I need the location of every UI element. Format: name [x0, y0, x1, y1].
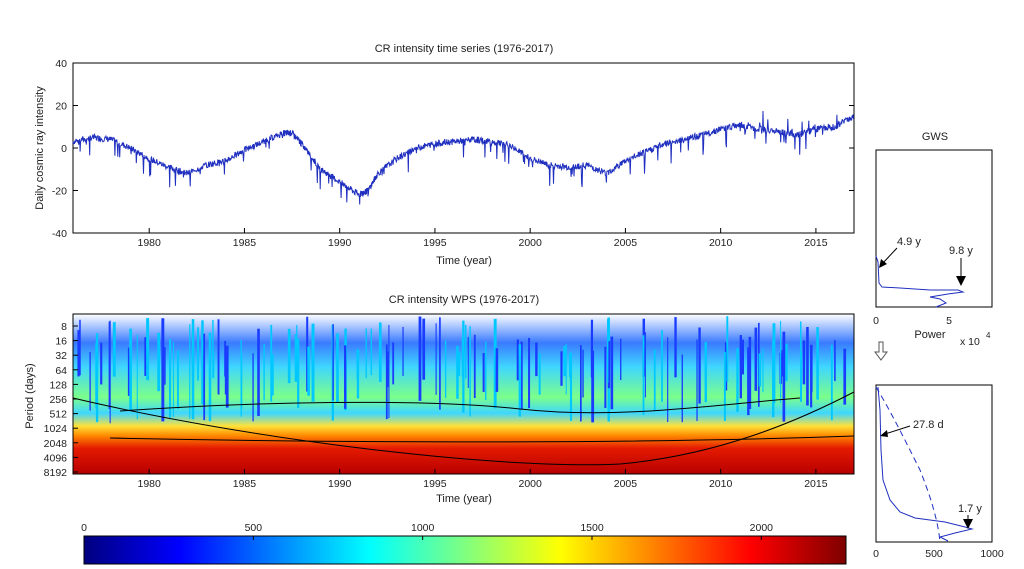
- gws-annotation: 9.8 y: [949, 245, 973, 257]
- gws-exponent-label: x 10: [960, 336, 980, 348]
- colorbar-tick-label: 1000: [411, 522, 435, 534]
- wps-contour-line: [109, 435, 855, 443]
- wps-x-ticks: 1980 1985 1990 1995 2000 2005 2010 2015: [138, 469, 828, 490]
- spectrum-arrow-head: [963, 519, 973, 529]
- spectrum-line: [877, 386, 974, 542]
- y-tick-label: 8: [61, 321, 67, 333]
- y-tick-label: 256: [49, 394, 67, 406]
- gws-exponent: 4: [986, 331, 991, 340]
- x-tick-label: 2015: [804, 478, 828, 490]
- colorbar-tick-label: 500: [245, 522, 263, 534]
- timeseries-ylabel: Daily cosmic ray intensity: [34, 86, 46, 210]
- x-tick-label: 2000: [518, 478, 542, 490]
- wps-panel: CR intensity WPS (1976-2017) 8 16 32 64 128 2…: [24, 294, 855, 565]
- y-tick-label: 20: [55, 101, 67, 113]
- wps-ylabel: Period (days): [24, 363, 36, 428]
- cone-of-influence: [72, 391, 855, 466]
- y-tick-label: 16: [55, 336, 67, 348]
- wps-title: CR intensity WPS (1976-2017): [389, 294, 539, 306]
- wps-axes: [72, 313, 855, 475]
- x-tick-label: 2010: [709, 478, 733, 490]
- gws-line: [875, 255, 965, 308]
- spectrum-xtick: 500: [925, 548, 943, 560]
- wps-xlabel: Time (year): [436, 493, 492, 505]
- x-tick-label: 1995: [423, 478, 447, 490]
- x-tick-label: 2005: [614, 237, 638, 249]
- timeseries-x-ticks: 1980 1985 1990 1995 2000 2005 2010 2015: [138, 228, 828, 249]
- gws-panel: GWS 0 5 Power x 10 4 4.9 y 9.8 y: [873, 131, 993, 348]
- y-tick-label: 4096: [44, 452, 68, 464]
- x-tick-label: 1980: [138, 237, 162, 249]
- wps-contours: [77, 316, 847, 424]
- spectrum-axes: [875, 384, 993, 543]
- gws-arrow-head: [879, 259, 887, 268]
- y-tick-label: 64: [55, 365, 67, 377]
- colorbar-tick-label: 2000: [750, 522, 774, 534]
- colorbar: [83, 535, 847, 565]
- x-tick-label: 1980: [138, 478, 162, 490]
- y-tick-label: 32: [55, 350, 67, 362]
- x-tick-label: 1995: [423, 237, 447, 249]
- gws-annotation: 4.9 y: [897, 236, 921, 248]
- down-arrow-icon: [874, 341, 888, 361]
- colorbar-ticks: 0 500 1000 1500 2000: [81, 522, 773, 540]
- spectrum-annotation: 1.7 y: [958, 503, 982, 515]
- global-spectrum-panel: 0 500 1000 27.8 d 1.7 y: [873, 384, 1004, 560]
- significance-line: [875, 386, 941, 543]
- timeseries-title: CR intensity time series (1976-2017): [375, 43, 554, 55]
- spectrum-annotation: 27.8 d: [913, 419, 944, 431]
- y-tick-label: -40: [52, 228, 67, 240]
- y-tick-label: 512: [49, 409, 67, 421]
- gws-axes: [875, 149, 993, 308]
- x-tick-label: 2015: [804, 237, 828, 249]
- spectrum-arrow: [884, 425, 911, 435]
- wps-contour-line: [119, 397, 801, 414]
- x-tick-label: 2000: [518, 237, 542, 249]
- x-tick-label: 2005: [614, 478, 638, 490]
- x-tick-label: 1985: [233, 237, 257, 249]
- gws-xlabel: Power: [914, 329, 946, 341]
- timeseries-xlabel: Time (year): [436, 255, 492, 267]
- gws-arrow-head: [956, 276, 966, 286]
- y-tick-label: 40: [55, 58, 67, 70]
- y-tick-label: 0: [61, 143, 67, 155]
- y-tick-label: 8192: [44, 467, 68, 479]
- spectrum-xtick: 1000: [980, 548, 1004, 560]
- gws-xtick: 5: [946, 315, 952, 327]
- x-tick-label: 1990: [328, 237, 352, 249]
- spectrum-arrow-head: [880, 430, 888, 437]
- colorbar-tick-label: 1500: [580, 522, 604, 534]
- timeseries-y-ticks: 40 20 0 -20 -40: [52, 58, 854, 240]
- x-tick-label: 1985: [233, 478, 257, 490]
- gws-title: GWS: [922, 131, 948, 143]
- x-tick-label: 2010: [709, 237, 733, 249]
- gws-xtick: 0: [873, 315, 879, 327]
- wps-y-ticks: 8 16 32 64 128 256 512 1024 2048 4096 8192: [44, 321, 78, 479]
- y-tick-label: 1024: [44, 423, 68, 435]
- y-tick-label: 2048: [44, 438, 68, 450]
- timeseries-panel: CR intensity time series (1976-2017) 40 2…: [34, 43, 855, 267]
- spectrum-xtick: 0: [873, 548, 879, 560]
- x-tick-label: 1990: [328, 478, 352, 490]
- gws-arrow: [881, 247, 898, 265]
- y-tick-label: 128: [49, 379, 67, 391]
- cr-intensity-line: [72, 110, 854, 205]
- colorbar-tick-label: 0: [81, 522, 87, 534]
- y-tick-label: -20: [52, 186, 67, 198]
